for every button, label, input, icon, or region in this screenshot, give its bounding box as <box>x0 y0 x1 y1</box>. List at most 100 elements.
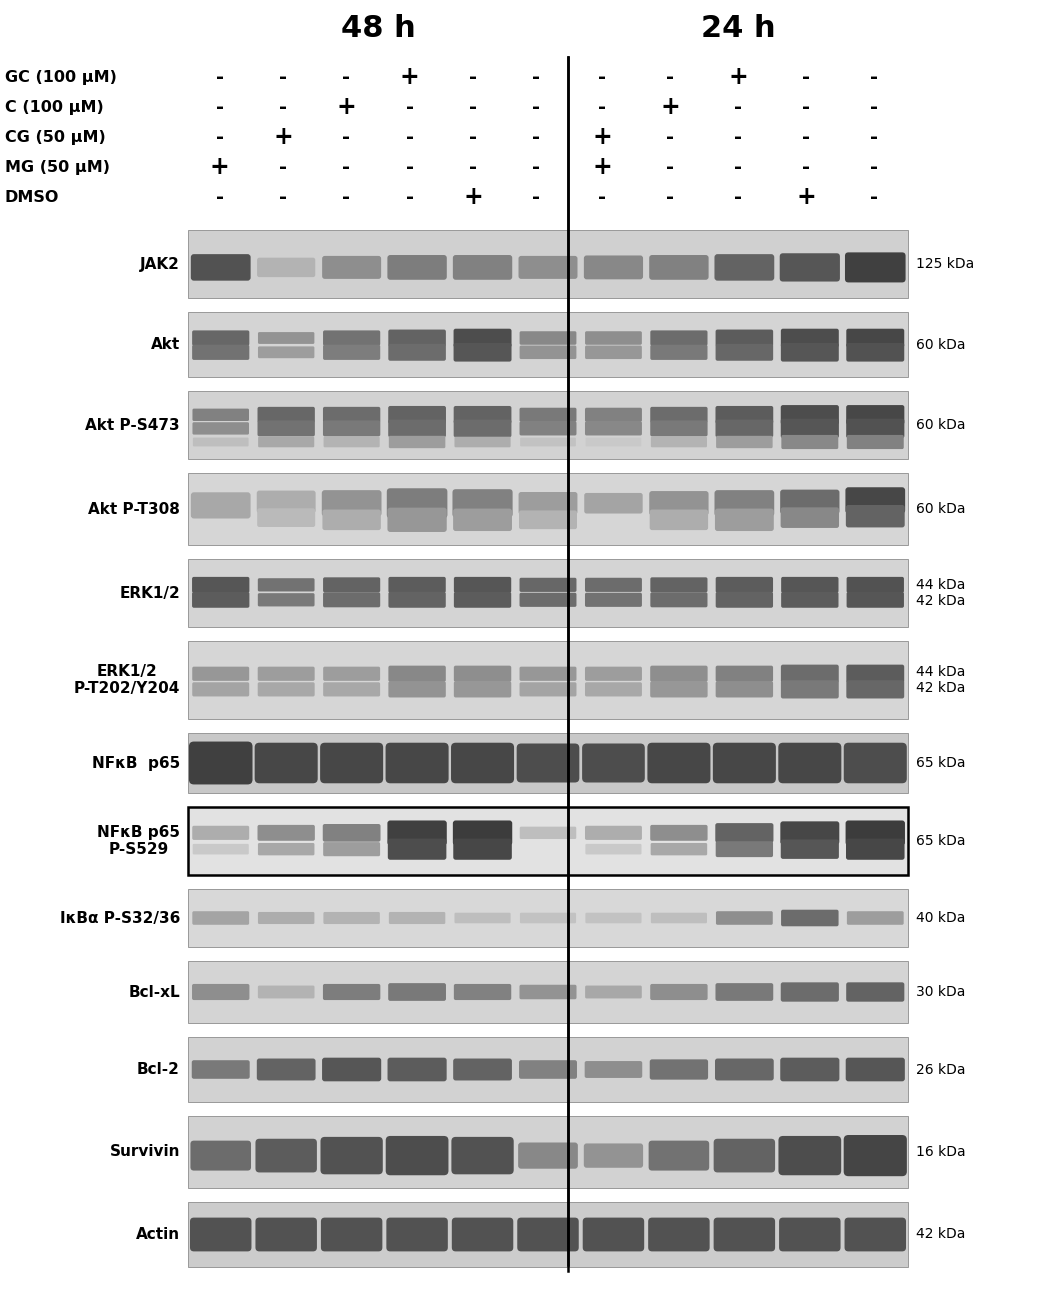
FancyBboxPatch shape <box>519 346 577 359</box>
FancyBboxPatch shape <box>258 912 314 924</box>
Text: -: - <box>406 97 414 117</box>
FancyBboxPatch shape <box>192 577 249 592</box>
FancyBboxPatch shape <box>650 509 708 530</box>
FancyBboxPatch shape <box>780 821 840 844</box>
Text: NFκB p65
P-S529: NFκB p65 P-S529 <box>97 825 180 857</box>
FancyBboxPatch shape <box>320 1137 383 1174</box>
FancyBboxPatch shape <box>323 983 381 1000</box>
Text: -: - <box>870 157 878 177</box>
Text: -: - <box>802 157 810 177</box>
FancyBboxPatch shape <box>519 666 577 681</box>
FancyBboxPatch shape <box>520 913 576 924</box>
Bar <box>188 312 908 377</box>
FancyBboxPatch shape <box>585 666 641 681</box>
FancyBboxPatch shape <box>519 1060 577 1078</box>
Bar <box>188 733 908 792</box>
FancyBboxPatch shape <box>712 743 776 783</box>
FancyBboxPatch shape <box>715 344 773 361</box>
Text: +: + <box>210 155 229 179</box>
Text: -: - <box>666 187 674 207</box>
FancyBboxPatch shape <box>258 407 315 422</box>
FancyBboxPatch shape <box>846 329 904 347</box>
FancyBboxPatch shape <box>519 511 577 529</box>
FancyBboxPatch shape <box>585 421 641 435</box>
FancyBboxPatch shape <box>781 982 839 1002</box>
FancyBboxPatch shape <box>321 1217 383 1251</box>
Text: +: + <box>399 65 419 90</box>
FancyBboxPatch shape <box>389 435 445 448</box>
Text: -: - <box>278 68 287 87</box>
Text: -: - <box>598 68 606 87</box>
FancyBboxPatch shape <box>781 839 839 859</box>
Text: 24 h: 24 h <box>701 13 775 43</box>
FancyBboxPatch shape <box>322 1057 381 1081</box>
Text: -: - <box>598 187 606 207</box>
FancyBboxPatch shape <box>846 821 905 846</box>
FancyBboxPatch shape <box>323 436 380 447</box>
Text: -: - <box>734 127 742 147</box>
FancyBboxPatch shape <box>388 407 446 423</box>
Text: -: - <box>870 127 878 147</box>
FancyBboxPatch shape <box>650 407 707 422</box>
FancyBboxPatch shape <box>519 578 577 592</box>
FancyBboxPatch shape <box>651 913 707 924</box>
FancyBboxPatch shape <box>649 255 708 279</box>
Text: -: - <box>870 187 878 207</box>
Text: 60 kDa: 60 kDa <box>916 418 966 433</box>
FancyBboxPatch shape <box>845 252 905 282</box>
FancyBboxPatch shape <box>846 665 904 683</box>
Text: -: - <box>532 68 540 87</box>
Text: +: + <box>796 184 816 209</box>
FancyBboxPatch shape <box>322 490 382 516</box>
FancyBboxPatch shape <box>258 825 315 840</box>
Text: -: - <box>216 68 223 87</box>
FancyBboxPatch shape <box>193 844 249 855</box>
FancyBboxPatch shape <box>519 682 577 696</box>
FancyBboxPatch shape <box>258 347 314 359</box>
Text: -: - <box>278 187 287 207</box>
Text: NFκB  p65: NFκB p65 <box>92 756 180 770</box>
FancyBboxPatch shape <box>847 577 904 592</box>
Text: -: - <box>666 127 674 147</box>
FancyBboxPatch shape <box>454 420 511 438</box>
FancyBboxPatch shape <box>193 409 249 421</box>
FancyBboxPatch shape <box>323 682 380 696</box>
FancyBboxPatch shape <box>193 422 249 435</box>
FancyBboxPatch shape <box>781 592 839 608</box>
Text: -: - <box>469 97 477 117</box>
FancyBboxPatch shape <box>715 665 773 682</box>
Text: CG (50 μM): CG (50 μM) <box>5 130 105 144</box>
FancyBboxPatch shape <box>192 983 249 1000</box>
FancyBboxPatch shape <box>455 913 511 924</box>
FancyBboxPatch shape <box>585 826 641 840</box>
FancyBboxPatch shape <box>582 743 645 782</box>
Text: Akt P-S473: Akt P-S473 <box>86 417 180 433</box>
FancyBboxPatch shape <box>258 986 315 999</box>
Bar <box>188 889 908 947</box>
FancyBboxPatch shape <box>454 343 511 361</box>
FancyBboxPatch shape <box>388 839 446 860</box>
Text: +: + <box>592 125 612 149</box>
FancyBboxPatch shape <box>715 1059 774 1081</box>
FancyBboxPatch shape <box>387 488 447 518</box>
Text: -: - <box>342 157 350 177</box>
Text: +: + <box>660 95 680 120</box>
FancyBboxPatch shape <box>585 346 641 359</box>
Text: -: - <box>216 97 223 117</box>
FancyBboxPatch shape <box>322 256 381 279</box>
Text: C (100 μM): C (100 μM) <box>5 100 103 114</box>
FancyBboxPatch shape <box>715 592 773 608</box>
FancyBboxPatch shape <box>519 985 577 999</box>
FancyBboxPatch shape <box>583 1217 645 1251</box>
FancyBboxPatch shape <box>517 1217 579 1251</box>
Bar <box>188 559 908 627</box>
Text: -: - <box>802 97 810 117</box>
Bar <box>188 961 908 1024</box>
FancyBboxPatch shape <box>454 983 511 1000</box>
Text: -: - <box>469 127 477 147</box>
Text: -: - <box>870 68 878 87</box>
FancyBboxPatch shape <box>780 253 840 282</box>
FancyBboxPatch shape <box>192 682 249 696</box>
Text: 125 kDa: 125 kDa <box>916 257 974 271</box>
FancyBboxPatch shape <box>388 577 445 592</box>
